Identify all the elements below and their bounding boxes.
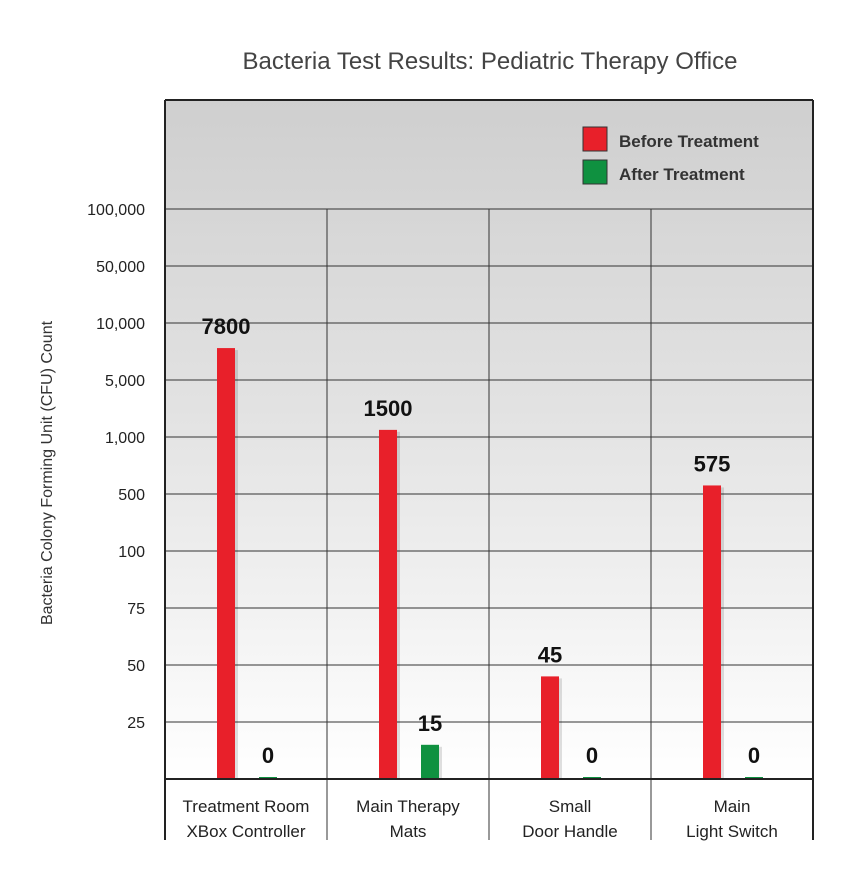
bar-shadow: [439, 746, 442, 779]
y-tick-label: 25: [127, 715, 145, 732]
data-labels: 7800 0 1500 15 45 0 575 0: [202, 314, 761, 768]
category-label: Light Switch: [686, 822, 778, 841]
y-tick-label: 50,000: [96, 259, 145, 276]
legend-swatch-after-treatment: [582, 159, 608, 185]
y-tick-label: 10,000: [96, 316, 145, 333]
data-label: 575: [694, 451, 731, 476]
chart-title: Bacteria Test Results: Pediatric Therapy…: [243, 48, 738, 75]
y-tick-label: 5,000: [105, 373, 145, 390]
data-label: 7800: [202, 314, 251, 339]
data-label: 0: [262, 743, 274, 768]
category-labels: Treatment Room XBox Controller Main Therap…: [183, 797, 778, 841]
category-label: Treatment Room: [183, 797, 310, 816]
y-tick-labels: 25 50 75 100 500 1,000 5,000 10,000 50,000 100,00…: [87, 202, 145, 732]
bar-before-treatment: [703, 485, 721, 779]
y-tick-label: 1,000: [105, 430, 145, 447]
category-label: Small: [549, 797, 592, 816]
legend: Before Treatment After Treatment: [582, 126, 759, 185]
bars: [217, 348, 763, 779]
category-label: Main: [714, 797, 751, 816]
data-label: 1500: [364, 396, 413, 421]
bar-shadow: [397, 431, 400, 779]
bar-shadow: [559, 678, 562, 779]
category-label: Door Handle: [522, 822, 617, 841]
legend-label-before-treatment: Before Treatment: [619, 132, 759, 151]
y-axis-label: Bacteria Colony Forming Unit (CFU) Count: [39, 320, 56, 625]
y-tick-label: 500: [118, 487, 145, 504]
category-label: Main Therapy: [356, 797, 460, 816]
bar-before-treatment: [379, 429, 397, 779]
bar-before-treatment: [217, 348, 235, 779]
legend-label-after-treatment: After Treatment: [619, 165, 745, 184]
category-label: XBox Controller: [186, 822, 305, 841]
data-label: 0: [586, 743, 598, 768]
category-label: Mats: [390, 822, 427, 841]
gridlines: [165, 208, 813, 840]
bar-shadow: [235, 350, 238, 779]
bar-shadow: [721, 487, 724, 779]
data-label: 45: [538, 642, 562, 667]
y-tick-label: 100: [118, 544, 145, 561]
y-tick-label: 100,000: [87, 202, 145, 219]
bar-before-treatment: [541, 676, 559, 779]
bar-after-treatment: [421, 744, 439, 779]
y-tick-label: 75: [127, 601, 145, 618]
legend-swatch-before-treatment: [582, 126, 608, 152]
data-label: 0: [748, 743, 760, 768]
y-tick-label: 50: [127, 658, 145, 675]
data-label: 15: [418, 711, 442, 736]
